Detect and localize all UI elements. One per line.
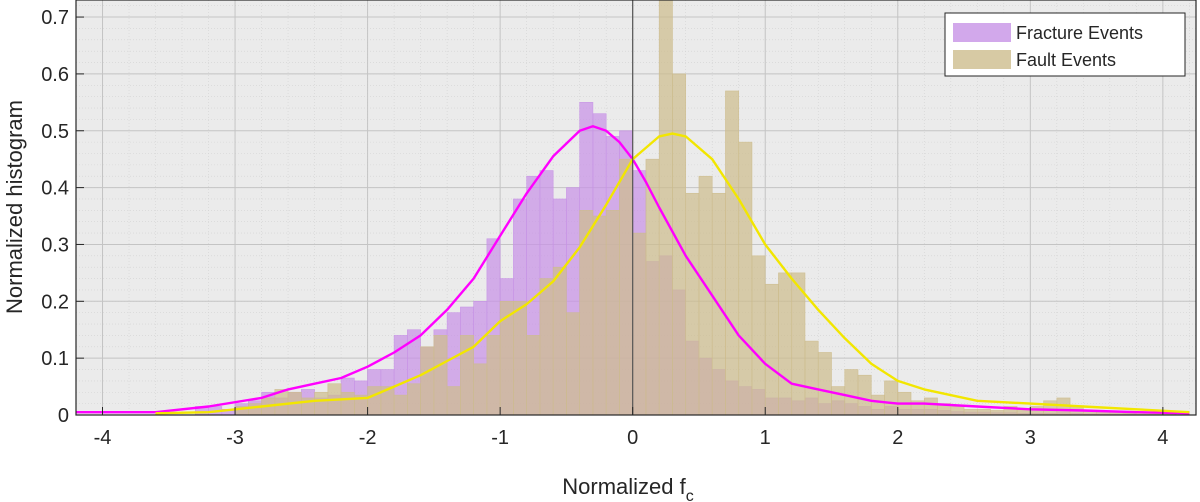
histogram-bar <box>367 386 382 416</box>
histogram-bar <box>950 406 965 416</box>
legend: Fracture Events Fault Events <box>944 12 1186 77</box>
histogram-bar <box>446 386 461 416</box>
histogram-bar <box>552 266 567 416</box>
legend-swatch-fault-events <box>953 50 1011 69</box>
histogram-bar <box>645 158 660 416</box>
histogram-bar <box>248 403 262 416</box>
histogram-bar <box>791 272 806 416</box>
histogram-bar <box>499 301 514 416</box>
histogram-bar <box>870 394 885 416</box>
x-tick-label: 2 <box>892 427 903 449</box>
y-tick-label: 0.7 <box>41 7 69 29</box>
histogram-bar <box>393 394 408 416</box>
x-tick-label: 0 <box>627 427 638 449</box>
x-axis-label-subscript: c <box>686 488 694 502</box>
histogram-bar <box>579 210 594 416</box>
histogram-bar <box>817 352 832 416</box>
histogram-bar <box>963 409 978 416</box>
histogram-fault-events <box>234 0 1177 416</box>
y-axis-label: Normalized histogram <box>2 100 27 314</box>
histogram-bar <box>592 215 607 416</box>
x-tick-label: -2 <box>359 427 377 449</box>
x-tick-label: -3 <box>226 427 244 449</box>
y-tick-label: 0.3 <box>41 234 69 256</box>
histogram-bar <box>844 369 859 416</box>
histogram-bar <box>407 383 421 416</box>
x-tick-label: -1 <box>491 427 509 449</box>
kde-line-fracture-kde <box>76 124 1190 415</box>
histogram-bar <box>526 335 541 416</box>
legend-swatch-fracture-events <box>953 23 1011 42</box>
histogram-bar <box>857 374 872 416</box>
kde-line-layer <box>76 124 1190 415</box>
histogram-bar <box>990 410 1005 416</box>
histogram-bar <box>685 192 700 416</box>
x-tick-label: 1 <box>760 427 771 449</box>
histogram-bar <box>314 391 329 416</box>
histogram-bar <box>1043 400 1058 416</box>
y-tick-label: 0.5 <box>41 121 69 143</box>
histogram-bar <box>619 158 633 416</box>
x-tick-label: 3 <box>1025 427 1036 449</box>
histogram-bar <box>513 301 527 416</box>
x-tick-label: 4 <box>1157 427 1168 449</box>
legend-label-fault-events: Fault Events <box>1016 50 1116 70</box>
y-tick-label: 0.4 <box>41 178 69 200</box>
histogram-bar <box>420 346 435 416</box>
x-tick-label: -4 <box>94 427 112 449</box>
y-tick-label: 0.1 <box>41 348 69 370</box>
histogram-bar <box>725 90 740 416</box>
y-tick-label: 0 <box>58 405 69 427</box>
y-tick-label: 0.6 <box>41 64 69 86</box>
histogram-bar <box>804 340 819 416</box>
histogram-bar <box>884 380 899 416</box>
histogram-bar <box>340 391 355 416</box>
legend-label-fracture-events: Fracture Events <box>1016 23 1143 43</box>
plot-frame <box>75 0 1197 416</box>
histogram-bar <box>698 175 713 416</box>
histogram-bar <box>539 278 554 416</box>
histogram-bar <box>486 335 501 416</box>
histogram-bar <box>764 283 779 416</box>
kde-line-fault-kde <box>155 132 1190 415</box>
histogram-bar <box>632 232 647 416</box>
histogram-bar <box>923 397 938 416</box>
tick-layer: -4 -3 -2 -1 0 1 2 3 4 0 0.1 0.2 0.3 0.4 0.5 0.6 0.7 <box>41 7 1168 449</box>
y-tick-label: 0.2 <box>41 291 69 313</box>
histogram-bar <box>831 386 846 416</box>
histogram-bar <box>473 363 488 416</box>
histogram-bar <box>433 335 448 416</box>
histogram-bar <box>751 255 766 416</box>
histogram-bar <box>778 272 793 416</box>
histogram-bar <box>605 210 620 416</box>
histogram-bar <box>977 409 991 416</box>
histogram-bar <box>566 312 580 416</box>
histogram-bar <box>658 0 673 416</box>
histogram-bar <box>738 141 753 416</box>
x-axis-label: Normalized fc <box>562 474 693 502</box>
